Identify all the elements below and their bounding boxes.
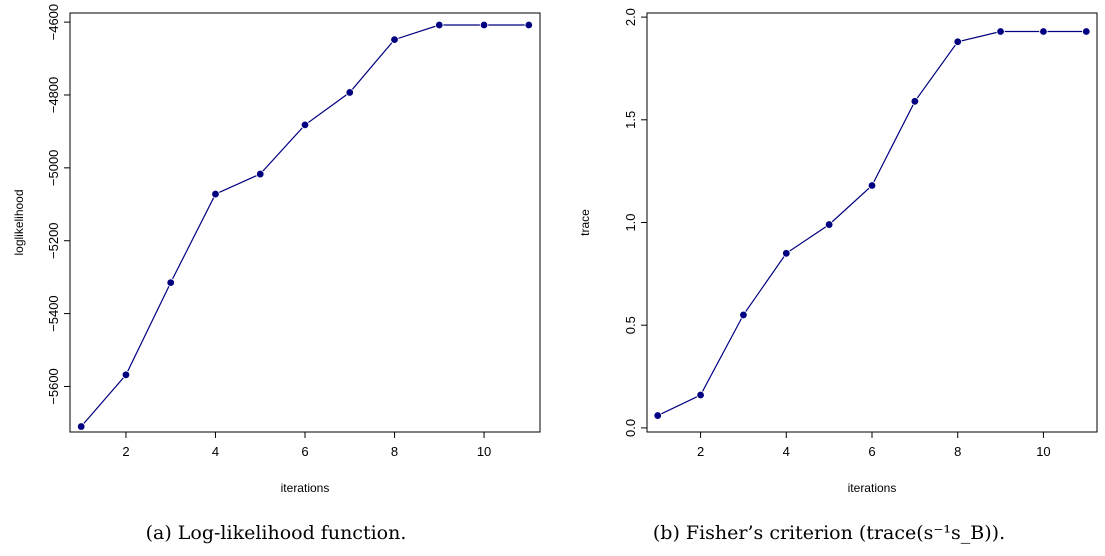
trace-x-tick-label: 10 [1036,444,1050,459]
caption-a: (a) Log-likelihood function. [145,522,407,544]
loglik-data-point [121,370,131,379]
trace-data-point [824,220,834,229]
loglik-y-tick-label: −5400 [46,295,61,332]
loglik-data-point [211,189,220,199]
trace-x-tick-label: 6 [868,444,875,459]
trace-x-axis-title: iterations [848,481,897,495]
trace-data-point [910,97,920,106]
trace-x-tick-label: 2 [697,444,704,459]
loglik-x-tick-label: 10 [477,444,491,459]
trace-y-tick-label: 2.0 [623,8,638,26]
loglik-x-tick-label: 2 [122,444,129,459]
loglik-data-point [390,35,399,44]
trace-y-tick-label: 0.0 [623,419,638,437]
chart-panel-fisher: 2 4 6 8 10 0.0 0.5 1.0 1.5 2.0 iterations trace (b)… [553,0,1105,556]
trace-x-tick-label: 8 [954,444,961,459]
loglik-y-tick-label: −5200 [46,222,61,259]
trace-data-point [782,249,791,258]
loglik-data-point [435,20,444,30]
caption-b: (b) Fisher’s criterion (trace(s⁻¹s_B)). [652,522,1006,544]
trace-y-tick-label: 1.0 [623,213,638,231]
trace-y-tick-label: 0.5 [623,316,638,334]
trace-data-point [1039,27,1048,36]
loglik-y-tick-label: −4600 [46,4,61,41]
trace-data-point [867,181,877,190]
loglik-y-tick-label: −5000 [46,150,61,187]
loglik-x-tick-label: 4 [212,444,219,459]
chart-panel-loglikelihood: 2 4 6 8 10 −5600 −5400 −5200 −5000 −4800 −4600 iter… [0,0,552,556]
trace-data-point [739,310,748,320]
loglik-data-point [166,278,175,287]
loglik-x-tick-label: 6 [301,444,308,459]
loglik-data-point [524,20,534,30]
loglik-data-point [256,169,265,179]
trace-series-line [657,30,1087,417]
loglik-y-axis-title: loglikelihood [12,189,26,255]
loglik-series-line [80,24,529,427]
trace-data-point [653,411,662,420]
loglik-data-point [300,120,310,130]
loglik-x-axis-title: iterations [281,481,330,495]
loglikelihood-chart: 2 4 6 8 10 −5600 −5400 −5200 −5000 −4800 −4600 iter… [12,4,541,495]
trace-data-point [953,37,962,46]
trace-data-point [996,27,1005,36]
trace-data-point [1082,27,1091,36]
trace-y-tick-label: 1.5 [623,111,638,129]
loglik-data-point [76,422,86,431]
loglik-plot-frame [69,12,541,433]
loglik-x-tick-label: 8 [391,444,398,459]
loglik-y-tick-label: −4800 [46,77,61,114]
fisher-criterion-chart: 2 4 6 8 10 0.0 0.5 1.0 1.5 2.0 iterations trace [578,8,1098,495]
trace-x-tick-label: 4 [783,444,790,459]
loglik-data-point [345,88,354,97]
loglik-y-tick-label: −5600 [46,368,61,405]
trace-y-axis-title: trace [578,209,592,236]
trace-data-point [696,390,705,400]
loglik-data-point [479,20,489,30]
